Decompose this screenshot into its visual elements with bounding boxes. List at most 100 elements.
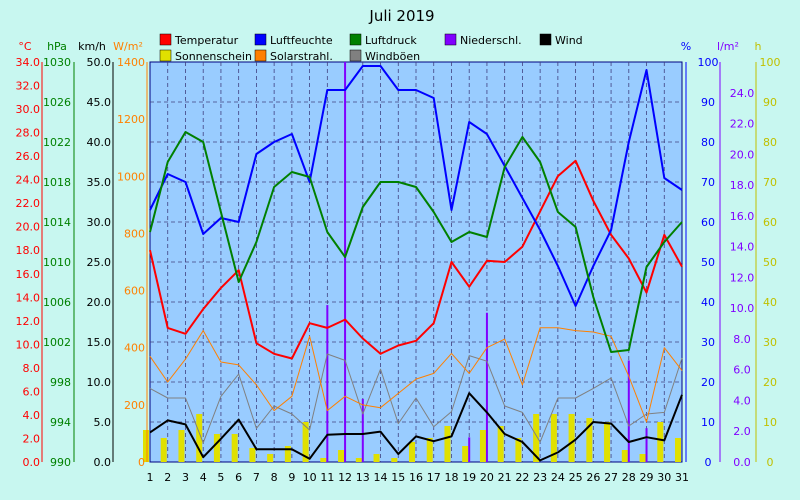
legend-swatch xyxy=(444,33,457,46)
tick-label-temp: 18.0 xyxy=(16,244,41,257)
tick-label-sun: 90 xyxy=(763,96,777,109)
tick-label-rain: 8.0 xyxy=(733,333,751,346)
sunshine-bar xyxy=(568,414,575,462)
x-tick-label: 14 xyxy=(374,471,388,484)
legend-swatch xyxy=(254,33,267,46)
tick-label-temp: 8.0 xyxy=(23,362,41,375)
series-line-solarstrahl- xyxy=(149,327,683,423)
sunshine-bar xyxy=(338,450,345,462)
legend-label: Luftfeuchte xyxy=(270,34,333,47)
rain-bar xyxy=(468,437,471,462)
line-series xyxy=(149,65,683,462)
sunshine-bar xyxy=(302,422,309,462)
tick-label-sun: 50 xyxy=(763,256,777,269)
tick-label-rain: 2.0 xyxy=(733,425,751,438)
tick-label-wind: 50.0 xyxy=(87,56,112,69)
sunshine-bar xyxy=(355,458,362,462)
tick-label-temp: 16.0 xyxy=(16,268,41,281)
tick-label-rain: 16.0 xyxy=(730,210,755,223)
sunshine-bar xyxy=(426,438,433,462)
axes: 0.02.04.06.08.010.012.014.016.018.020.02… xyxy=(16,56,781,484)
tick-label-wind: 20.0 xyxy=(87,296,112,309)
sunshine-bar xyxy=(586,418,593,462)
tick-label-temp: 6.0 xyxy=(23,385,41,398)
x-tick-label: 29 xyxy=(640,471,654,484)
tick-label-sun: 30 xyxy=(763,336,777,349)
tick-label-press: 994 xyxy=(50,416,71,429)
legend-label: Windböen xyxy=(365,50,420,63)
x-tick-label: 20 xyxy=(480,471,494,484)
tick-label-solar: 1400 xyxy=(117,56,145,69)
tick-label-solar: 0 xyxy=(138,456,145,469)
x-tick-label: 11 xyxy=(320,471,334,484)
x-tick-label: 30 xyxy=(657,471,671,484)
tick-label-hum: 90 xyxy=(701,96,715,109)
tick-label-hum: 0 xyxy=(705,456,712,469)
x-tick-label: 28 xyxy=(622,471,636,484)
x-tick-label: 19 xyxy=(462,471,476,484)
legend-item-niederschl-: Niederschl. xyxy=(444,33,522,47)
tick-label-rain: 18.0 xyxy=(730,179,755,192)
x-tick-label: 21 xyxy=(498,471,512,484)
tick-label-hum: 40 xyxy=(701,296,715,309)
legend-swatch xyxy=(349,33,362,46)
tick-label-wind: 0.0 xyxy=(94,456,112,469)
legend: Temperatur Luftfeuchte Luftdruck Niederschl… xyxy=(159,33,583,63)
tick-label-temp: 34.0 xyxy=(16,56,41,69)
unit-label-rain: l/m² xyxy=(717,40,739,53)
x-tick-label: 31 xyxy=(675,471,689,484)
x-tick-label: 3 xyxy=(182,471,189,484)
axis-press: 990 994 998 1002 1006 1010 1014 1018 1022 1026 103… xyxy=(43,56,75,469)
tick-label-sun: 100 xyxy=(760,56,781,69)
tick-label-hum: 60 xyxy=(701,216,715,229)
tick-label-wind: 30.0 xyxy=(87,216,112,229)
legend-swatch xyxy=(159,33,172,46)
sunshine-bar xyxy=(391,458,398,462)
tick-label-wind: 45.0 xyxy=(87,96,112,109)
tick-label-hum: 30 xyxy=(701,336,715,349)
sunshine-bar xyxy=(621,450,628,462)
unit-label-hum: % xyxy=(681,40,691,53)
sunshine-bar xyxy=(550,414,557,462)
x-tick-label: 16 xyxy=(409,471,423,484)
tick-label-temp: 10.0 xyxy=(16,338,41,351)
tick-label-press: 998 xyxy=(50,376,71,389)
rain-bar xyxy=(361,398,364,462)
legend-swatch xyxy=(349,49,362,62)
legend-label: Luftdruck xyxy=(365,34,417,47)
tick-label-solar: 400 xyxy=(124,342,145,355)
x-tick-label: 15 xyxy=(391,471,405,484)
x-tick-label: 5 xyxy=(217,471,224,484)
x-tick-label: 12 xyxy=(338,471,352,484)
unit-label-wind: km/h xyxy=(78,40,106,53)
tick-label-temp: 30.0 xyxy=(16,103,41,116)
tick-label-hum: 80 xyxy=(701,136,715,149)
tick-label-sun: 70 xyxy=(763,176,777,189)
tick-label-press: 1022 xyxy=(43,136,71,149)
tick-label-press: 1002 xyxy=(43,336,71,349)
tick-label-rain: 22.0 xyxy=(730,118,755,131)
x-tick-label: 2 xyxy=(164,471,171,484)
sunshine-bar xyxy=(657,422,664,462)
tick-label-rain: 12.0 xyxy=(730,271,755,284)
tick-label-rain: 24.0 xyxy=(730,87,755,100)
tick-label-temp: 26.0 xyxy=(16,150,41,163)
sunshine-bar xyxy=(249,448,256,462)
unit-label-temp: °C xyxy=(18,40,32,53)
sunshine-bar xyxy=(196,414,203,462)
legend-swatch xyxy=(159,49,172,62)
unit-label-sun: h xyxy=(755,40,762,53)
legend-item-temperatur: Temperatur xyxy=(159,33,239,47)
tick-label-wind: 15.0 xyxy=(87,336,112,349)
tick-label-temp: 14.0 xyxy=(16,291,41,304)
tick-label-press: 1010 xyxy=(43,256,71,269)
tick-label-wind: 10.0 xyxy=(87,376,112,389)
tick-label-press: 1030 xyxy=(43,56,71,69)
legend-item-windb-en: Windböen xyxy=(349,49,420,63)
rain-bar xyxy=(326,305,329,462)
x-tick-label: 8 xyxy=(271,471,278,484)
tick-label-press: 1006 xyxy=(43,296,71,309)
tick-label-sun: 10 xyxy=(763,416,777,429)
tick-label-sun: 40 xyxy=(763,296,777,309)
sunshine-bar xyxy=(497,426,504,462)
